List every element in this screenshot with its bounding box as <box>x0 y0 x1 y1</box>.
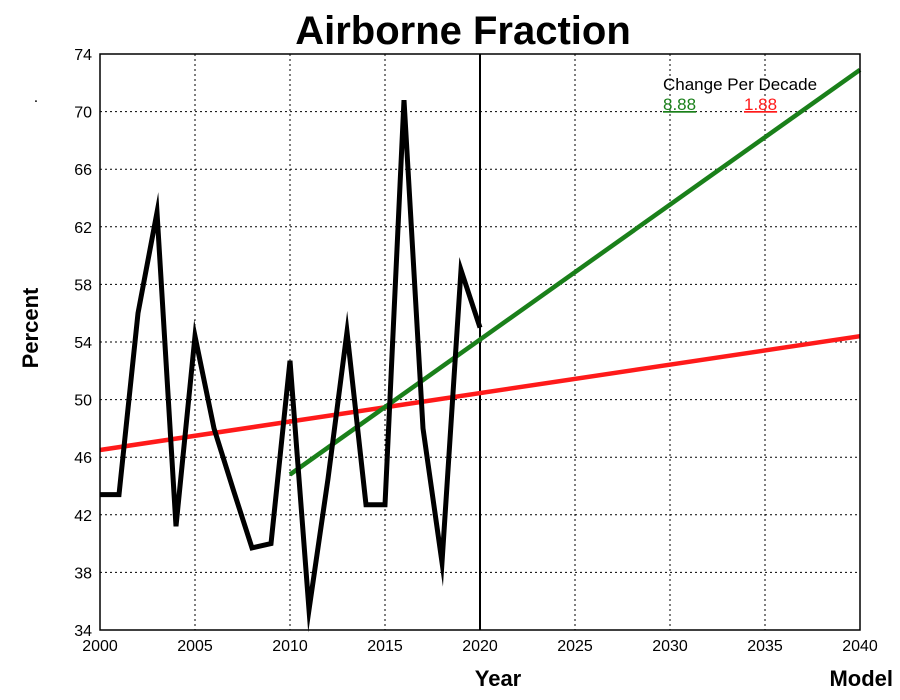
chart-title: Airborne Fraction <box>295 9 631 53</box>
legend-heading: Change Per Decade <box>663 75 817 94</box>
x-tick-label: 2010 <box>272 638 308 655</box>
y-tick-label: 38 <box>74 565 92 582</box>
y-tick-label: 42 <box>74 508 92 525</box>
x-tick-label: 2025 <box>557 638 593 655</box>
x-tick-label: 2035 <box>747 638 783 655</box>
x-tick-label: 2020 <box>462 638 498 655</box>
y-tick-label: 58 <box>74 277 92 294</box>
corner-label: Model <box>829 666 893 691</box>
legend-value-red: 1.88 <box>744 95 777 114</box>
plot-area <box>99 54 862 633</box>
y-axis-title: Percent <box>18 287 43 368</box>
y-tick-label: 34 <box>74 623 92 640</box>
y-tick-label: 66 <box>74 162 92 179</box>
x-tick-label: 2040 <box>842 638 878 655</box>
y-tick-label: 46 <box>74 450 92 467</box>
tick-labels: 2000 2005 2010 2015 2020 2025 2030 2035 2040 34 38… <box>74 47 878 655</box>
y-axis-marker: . <box>34 89 38 106</box>
x-tick-label: 2030 <box>652 638 688 655</box>
plot-frame <box>99 53 861 631</box>
x-tick-label: 2005 <box>177 638 213 655</box>
legend: Change Per Decade 8.88 1.88 <box>663 75 817 114</box>
green-trend-line <box>288 67 862 477</box>
x-tick-label: 2000 <box>82 638 118 655</box>
observed-series-line <box>100 99 483 633</box>
y-tick-label: 74 <box>74 47 92 64</box>
y-tick-label: 62 <box>74 220 92 237</box>
y-tick-label: 70 <box>74 105 92 122</box>
y-tick-label: 50 <box>74 393 92 410</box>
x-axis-title: Year <box>475 666 522 691</box>
y-tick-label: 54 <box>74 335 92 352</box>
x-tick-label: 2015 <box>367 638 403 655</box>
legend-value-green: 8.88 <box>663 95 696 114</box>
red-trend-line <box>99 333 861 453</box>
